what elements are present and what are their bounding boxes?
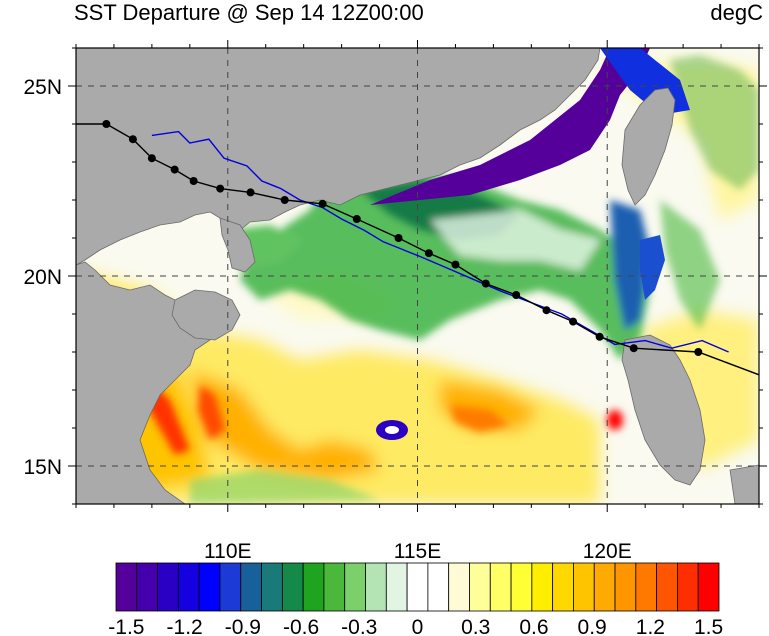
colorbar-labels: -1.5 -1.2 -0.9 -0.6 -0.3 0 0.3 0.6 0.9 1.2 1.5 [108, 616, 723, 636]
colorbar-swatch [177, 562, 200, 612]
lon-tick-label: 110E [204, 540, 252, 563]
colorbar-swatch [240, 562, 262, 612]
colorbar-tick-label: 1.2 [636, 616, 665, 636]
colorbar-swatch [157, 562, 179, 612]
colorbar-swatch [365, 562, 387, 612]
lat-tick-label: 25N [23, 76, 62, 99]
colorbar-swatch [677, 562, 699, 612]
colorbar-tick-label: 0.9 [578, 616, 607, 636]
track-marker [595, 332, 604, 341]
colorbar-swatch [344, 562, 366, 612]
colorbar-swatch [697, 562, 720, 612]
latitude-axis: 15N 20N 25N [23, 47, 767, 505]
colorbar-swatch [531, 562, 554, 612]
track-marker [216, 184, 225, 193]
colorbar-tick-label: 0.3 [461, 616, 490, 636]
land [76, 48, 759, 504]
colorbar-swatch [261, 562, 283, 612]
lat-tick-label: 20N [23, 266, 62, 289]
track-marker [318, 199, 327, 208]
colorbar-tick-label: 1.5 [694, 616, 723, 636]
track-marker [189, 177, 198, 185]
colorbar-swatch [115, 562, 138, 612]
colorbar-tick-label: -0.3 [341, 616, 377, 636]
colorbar-swatch [302, 562, 325, 612]
colorbar-swatch [219, 562, 242, 612]
track-marker [694, 348, 703, 356]
lon-tick-label: 120E [583, 540, 632, 563]
track-marker [512, 291, 521, 299]
colorbar-swatch [448, 562, 470, 612]
leizhou-peninsula [219, 217, 256, 273]
black-track-markers [102, 120, 703, 356]
colorbar-swatch [427, 562, 450, 612]
hainan-island [171, 289, 241, 341]
colorbar-swatch [198, 562, 221, 612]
lat-tick-label: 15N [23, 456, 62, 479]
track-marker [451, 260, 460, 269]
colorbar-swatch [281, 562, 304, 612]
map-title: SST Departure @ Sep 14 12Z00:00 [74, 0, 424, 25]
colorbar-tick-label: -1.5 [108, 616, 144, 636]
colorbar-swatch [323, 562, 346, 612]
track-marker [629, 344, 638, 353]
track-marker [424, 249, 433, 258]
colorbar-tick-label: -0.6 [283, 616, 319, 636]
taiwan [621, 87, 676, 206]
luzon [621, 334, 706, 486]
colorbar-swatch [510, 562, 533, 612]
track-marker [102, 120, 111, 128]
colorbar [115, 562, 720, 612]
units-label: degC [710, 0, 763, 25]
track-marker [147, 154, 156, 163]
track-marker [280, 196, 289, 204]
colorbar-swatch [614, 562, 637, 612]
blue-track-line [151, 130, 729, 353]
track-marker [128, 135, 137, 144]
track-marker [170, 165, 179, 174]
colorbar-swatch [656, 562, 678, 612]
colorbar-swatch [136, 562, 158, 612]
gridlines [76, 48, 759, 504]
plot-area [76, 48, 759, 504]
colorbar-tick-label: -1.2 [167, 616, 203, 636]
colorbar-swatch [489, 562, 512, 612]
batan-islands [640, 235, 665, 300]
colorbar-swatch [385, 562, 408, 612]
track-marker [394, 234, 403, 242]
longitude-axis: 110E 115E 120E [75, 40, 760, 563]
colorbar-swatch [573, 562, 595, 612]
colorbar-swatch [552, 562, 574, 612]
black-track-line [76, 123, 759, 376]
colorbar-swatch [635, 562, 658, 612]
colorbar-swatch [593, 562, 616, 612]
track-marker [246, 188, 255, 197]
colorbar-tick-label: 0 [412, 616, 424, 636]
track-marker [352, 215, 361, 223]
track-marker [481, 279, 490, 288]
mainland-china [76, 48, 601, 266]
colorbar-tick-label: 0.6 [519, 616, 548, 636]
colorbar-tick-label: -0.9 [225, 616, 261, 636]
colorbar-swatch [406, 562, 429, 612]
colorbar-swatch [469, 562, 491, 612]
track-marker [542, 306, 551, 315]
track-marker [569, 317, 578, 326]
lon-tick-label: 115E [394, 540, 442, 563]
